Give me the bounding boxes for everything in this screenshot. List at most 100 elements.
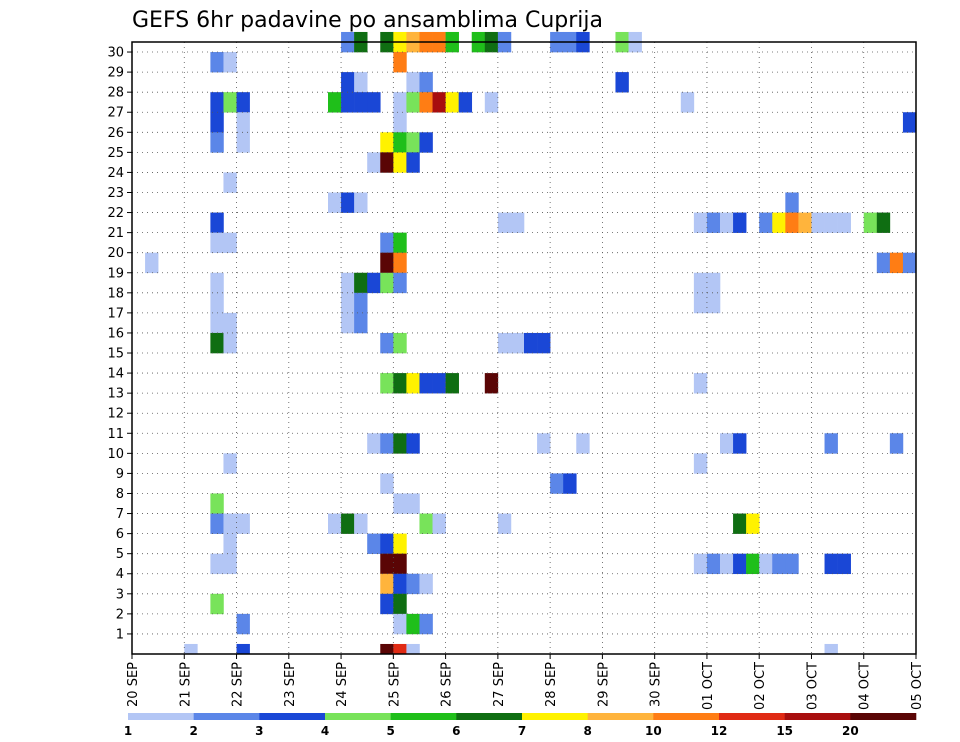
heat-cell [537, 433, 551, 454]
x-tick-label: 22 SEP [231, 662, 246, 707]
y-tick-label: 3 [116, 587, 124, 602]
colorbar-segment [456, 713, 523, 720]
heat-cell [510, 212, 525, 233]
colorbar-label: 20 [842, 724, 859, 738]
colorbar: 1 2 3 4 5 6 7 8 10 12 15 20 [124, 713, 917, 738]
heat-cell [354, 292, 368, 314]
heat-cell [393, 132, 407, 153]
heat-cell [432, 92, 446, 113]
x-tick-label: 29 SEP [596, 662, 611, 707]
heat-cell [902, 252, 917, 274]
x-tick-label: 20 SEP [126, 662, 141, 707]
heat-cell [406, 573, 420, 595]
heat-cell [380, 473, 394, 494]
heat-cell [223, 52, 237, 73]
heat-cell [497, 212, 512, 233]
heat-cell [380, 573, 394, 595]
heat-cell [484, 373, 499, 394]
colorbar-label: 2 [189, 724, 197, 738]
heat-cell [720, 553, 734, 575]
heat-cell [354, 272, 368, 294]
y-tick-label: 13 [107, 387, 124, 402]
heat-cell [210, 92, 224, 113]
heat-cell [406, 373, 420, 394]
heat-cell [432, 513, 446, 534]
colorbar-label: 15 [776, 724, 793, 738]
heat-cell [484, 92, 499, 113]
colorbar-segment [850, 713, 917, 720]
heat-cell [798, 212, 812, 233]
colorbar-label: 6 [452, 724, 460, 738]
heat-cell [223, 332, 237, 354]
heat-cell [876, 212, 891, 233]
heat-cell [746, 553, 760, 575]
heat-cell [354, 513, 368, 534]
x-tick-label: 24 SEP [335, 662, 350, 707]
x-tick-label: 28 SEP [544, 662, 559, 707]
heat-cell [354, 72, 368, 93]
y-tick-label: 1 [116, 627, 124, 642]
y-tick-label: 19 [107, 266, 124, 281]
heat-cell [236, 513, 250, 534]
heat-cell [210, 493, 224, 514]
heat-cell [393, 573, 407, 595]
heat-cell [406, 613, 420, 635]
heat-cell [210, 52, 224, 73]
colorbar-segment [390, 713, 457, 720]
heat-cell [432, 373, 446, 394]
heat-cell [406, 152, 420, 173]
heat-cell [824, 553, 838, 575]
heat-cell [837, 553, 851, 575]
heat-cell [445, 92, 459, 113]
heat-cell [693, 272, 708, 294]
heat-cell [380, 533, 394, 554]
x-tick-label: 03 OCT [805, 662, 820, 710]
heat-cell [223, 553, 237, 575]
heat-cell [458, 92, 473, 113]
x-tick-label: 02 OCT [753, 662, 768, 710]
colorbar-segment [128, 713, 194, 720]
heat-cell [367, 272, 381, 294]
heat-cell [693, 373, 708, 394]
heat-cell [328, 192, 342, 213]
heat-cell [876, 252, 891, 274]
heat-cell [210, 332, 224, 354]
y-tick-label: 14 [107, 367, 124, 382]
heat-cell [393, 232, 407, 253]
heat-cell [693, 212, 708, 233]
y-tick-label: 9 [116, 467, 124, 482]
heat-cell [184, 643, 198, 655]
heat-cell [367, 92, 381, 113]
heat-cell [497, 513, 512, 534]
heat-cell [341, 312, 355, 334]
x-tick-label: 04 OCT [858, 662, 873, 710]
y-tick-label: 30 [107, 46, 124, 61]
y-tick-label: 29 [107, 66, 124, 81]
heat-cell [406, 132, 420, 153]
heat-cell [393, 332, 407, 354]
heat-cell [380, 553, 394, 575]
heat-cell [223, 513, 237, 534]
heat-cell [746, 513, 760, 534]
y-tick-label: 5 [116, 547, 124, 562]
heat-cell [236, 112, 250, 133]
heat-cell [537, 332, 551, 354]
heat-cell [393, 252, 407, 274]
heat-cell [236, 132, 250, 153]
heat-cell [419, 573, 433, 595]
heat-cell [576, 433, 590, 454]
heat-cell [223, 312, 237, 334]
heat-cell [406, 433, 420, 454]
colorbar-segment [784, 713, 851, 720]
x-tick-label: 25 SEP [387, 662, 402, 707]
heat-cell [210, 232, 224, 253]
heat-cell [380, 252, 394, 274]
heat-cell [393, 92, 407, 113]
heat-cell [393, 533, 407, 554]
heat-cell [393, 613, 407, 635]
heat-cell [785, 192, 799, 213]
heat-cell [380, 332, 394, 354]
heat-cell [733, 433, 747, 454]
heat-cell [759, 212, 773, 233]
x-tick-label: 30 SEP [649, 662, 664, 707]
